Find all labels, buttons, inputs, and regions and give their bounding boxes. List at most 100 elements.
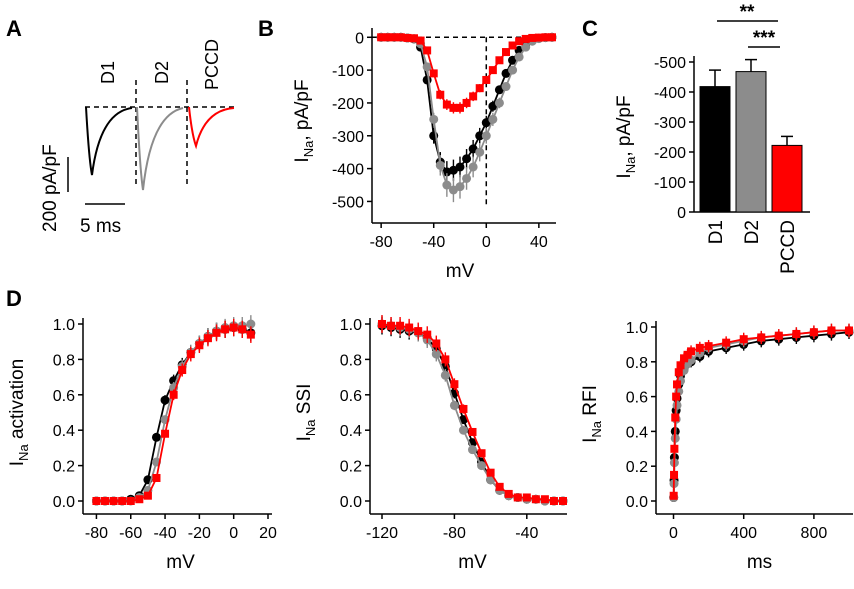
x-tick-label: 800 (801, 525, 828, 542)
data-point-d1 (151, 432, 161, 442)
y-label-rest: activation (7, 359, 28, 445)
y-axis-label: INa activation (7, 359, 31, 466)
x-axis-label: mV (446, 261, 475, 282)
y-label-sub: Na (16, 444, 31, 461)
y-label-sub: Na (301, 140, 316, 157)
bar-pccd (771, 144, 803, 213)
data-point-pccd (757, 333, 766, 342)
data-point-pccd (475, 84, 484, 93)
panel-d-activation: 0.0 0.2 0.4 0.6 0.8 1.0 -80 -60 -40 -20 0 20 mV INa a… (7, 315, 277, 573)
x-tick-label: -40 (153, 525, 176, 542)
data-point-pccd (423, 330, 432, 339)
data-point-pccd (559, 497, 567, 505)
data-point-pccd (488, 66, 497, 75)
data-point-d1 (475, 131, 485, 141)
y-label-main: I (7, 461, 28, 466)
data-point-pccd (126, 497, 135, 505)
y-axis-label: INa RFI (580, 385, 604, 443)
y-tick-label: 0.0 (340, 494, 362, 511)
data-point-pccd (676, 361, 685, 370)
data-point-pccd (477, 449, 486, 458)
scale-label-x: 5 ms (80, 216, 121, 237)
y-tick-label: 0.0 (53, 494, 75, 511)
data-point-d2 (468, 162, 478, 172)
x-tick-label: -40 (422, 234, 445, 251)
panel-c-bar-chart: 0 -100 -200 -300 -400 -500 INa, pA/pF D1 D2 PCCD *… (614, 2, 810, 274)
data-point-pccd (178, 366, 187, 375)
bar-d1 (699, 86, 731, 213)
data-point-d2 (455, 182, 465, 192)
y-axis-label: INa SSI (294, 384, 318, 442)
y-label-sub: Na (589, 420, 604, 437)
y-tick-label: -200 (332, 96, 364, 113)
data-point-pccd (528, 33, 537, 42)
y-label-main: I (294, 436, 315, 441)
y-tick-label: 0.8 (626, 355, 648, 372)
data-point-pccd (673, 380, 682, 389)
data-point-pccd (459, 404, 468, 413)
x-tick-label: 0 (669, 525, 678, 542)
y-label-rest: SSI (294, 384, 315, 420)
data-point-pccd (396, 321, 405, 330)
data-point-d2 (488, 114, 498, 124)
data-point-d2 (422, 62, 432, 72)
y-tick-label: 0.6 (626, 390, 648, 407)
x-tick-label: -80 (85, 525, 108, 542)
data-point-pccd (450, 380, 459, 389)
data-point-pccd (429, 69, 438, 78)
data-point-d1 (160, 395, 170, 405)
trace-label-pccd: PCCD (202, 39, 222, 90)
data-point-pccd (687, 347, 696, 356)
y-tick-label: 0.4 (340, 423, 362, 440)
bar-d2 (735, 71, 767, 213)
data-point-pccd (774, 331, 783, 340)
x-tick-label: D2 (742, 220, 763, 244)
data-point-pccd (403, 33, 412, 42)
data-point-pccd (502, 48, 510, 57)
data-point-pccd (195, 341, 204, 350)
data-point-pccd (414, 327, 423, 336)
y-tick-label: -300 (654, 115, 686, 132)
data-point-pccd (410, 34, 418, 43)
data-point-pccd (169, 390, 178, 399)
y-tick-label: 0.0 (626, 494, 648, 511)
y-label-sub: Na (303, 419, 318, 436)
data-point-pccd (522, 493, 531, 502)
data-point-pccd (143, 491, 152, 500)
y-label-main: I (580, 438, 601, 443)
x-axis-label: ms (747, 552, 772, 573)
data-point-d2 (435, 160, 445, 170)
scale-label-y: 200 pA/pF (40, 144, 61, 232)
y-label-main: I (614, 173, 635, 178)
x-tick-label: 400 (730, 525, 757, 542)
data-point-pccd (387, 321, 396, 330)
x-tick-label: -120 (366, 525, 398, 542)
data-point-pccd (432, 339, 441, 348)
x-axis-label: mV (458, 552, 487, 573)
panel-d-ssi: 0.0 0.2 0.4 0.6 0.8 1.0 -120 -80 -40 mV INa SSI (294, 315, 568, 573)
y-tick-label: 0.4 (626, 424, 648, 441)
y-tick-label: -200 (654, 145, 686, 162)
data-point-d2 (449, 400, 459, 410)
data-point-pccd (468, 427, 477, 436)
y-axis-label: INa, pA/pF (292, 79, 316, 162)
trace-d1 (85, 106, 133, 176)
x-tick-label: -80 (370, 234, 393, 251)
data-point-pccd (442, 100, 451, 109)
data-point-pccd (416, 36, 425, 45)
data-point-pccd (203, 334, 212, 343)
y-tick-label: 1.0 (626, 320, 648, 337)
series-line-d2 (96, 323, 251, 502)
data-point-pccd (792, 329, 801, 338)
trace-label-d2: D2 (152, 61, 172, 84)
data-point-d2 (672, 400, 682, 410)
y-axis-label: INa, pA/pF (614, 95, 638, 178)
data-point-pccd (515, 37, 524, 46)
x-tick-label: 0 (229, 525, 238, 542)
significance-label: *** (753, 28, 776, 49)
y-label-rest: , pA/pF (292, 79, 313, 140)
data-point-pccd (722, 338, 731, 347)
data-point-pccd (135, 495, 144, 504)
trace-pccd (188, 106, 235, 150)
